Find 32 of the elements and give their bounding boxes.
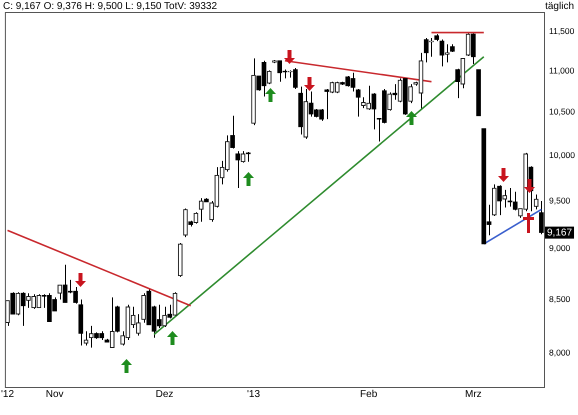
candlestick (84, 330, 88, 346)
candlestick (497, 184, 502, 216)
y-tick-label: 9,000 (549, 243, 571, 254)
chart-title: C: 9,167 O: 9,376 H: 9,500 L: 9,150 TotV: 39332 (3, 0, 218, 12)
candlestick (440, 39, 444, 67)
candlestick (471, 32, 476, 64)
candlestick (293, 67, 298, 90)
x-tick-label: '13 (246, 388, 260, 400)
x-tick-label: Dez (156, 388, 174, 400)
x-tick-label: Mrz (465, 388, 482, 400)
candlestick (324, 88, 330, 120)
y-tick-label: 10,500 (549, 106, 576, 117)
y-tick-label: 8,000 (549, 348, 571, 358)
candlestick (455, 68, 460, 99)
y-tick-label: 11,500 (549, 26, 575, 36)
x-tick-label: Nov (46, 388, 64, 400)
candlestick (356, 88, 361, 118)
candlestick (10, 292, 16, 315)
y-tick-label: 11,000 (549, 66, 575, 76)
candlestick (246, 152, 251, 162)
candlestick (235, 150, 240, 189)
y-tick-label: 10,000 (549, 150, 576, 160)
candlestick (534, 194, 538, 210)
candlestick (20, 292, 26, 326)
x-tick-label: Feb (360, 388, 378, 400)
annotation: 9,167 (547, 227, 572, 238)
candlestick (230, 115, 235, 150)
candlestick (424, 37, 429, 63)
chart-subtitle: täglich (545, 0, 574, 12)
y-tick-label: 8,500 (549, 294, 571, 304)
x-tick-label: '12 (0, 388, 14, 400)
y-tick-label: 9,500 (549, 195, 571, 206)
